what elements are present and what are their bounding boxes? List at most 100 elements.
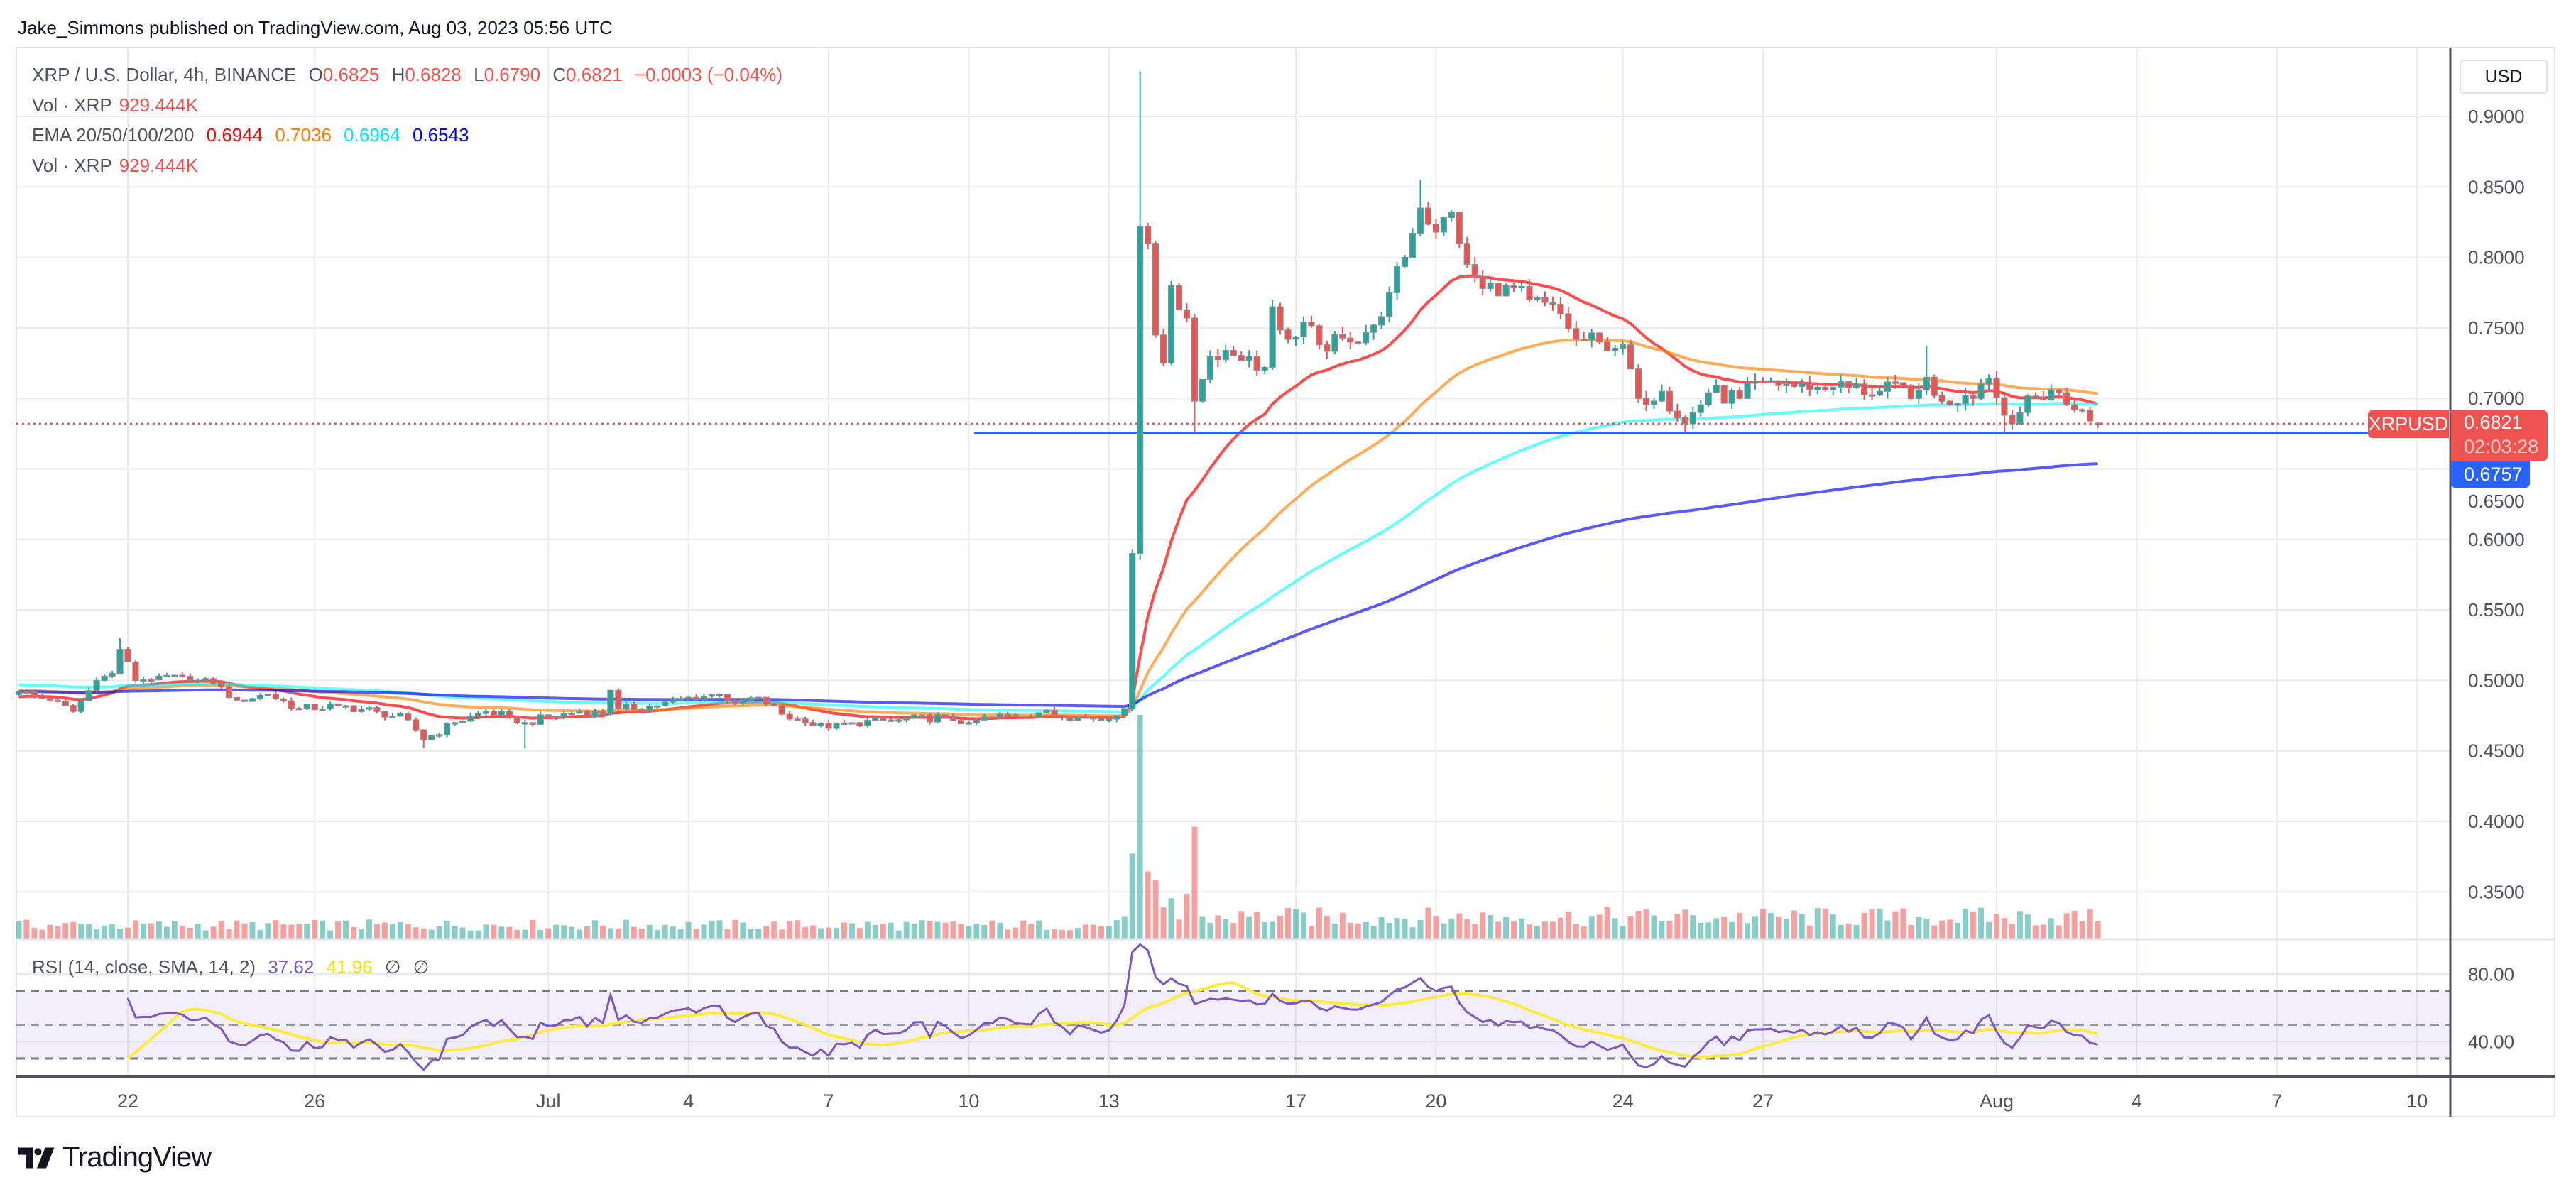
candle	[2079, 408, 2086, 413]
candle-body	[1284, 329, 1292, 340]
candle	[241, 699, 249, 702]
candle-body	[1838, 381, 1845, 388]
volume-bar	[94, 929, 100, 939]
volume-bar	[755, 929, 762, 939]
legend-ema-label[interactable]: EMA 20/50/100/200	[32, 124, 195, 146]
candle	[918, 714, 926, 717]
candle	[1853, 377, 1860, 389]
candle-body	[700, 696, 708, 701]
volume-bar	[1417, 919, 1424, 939]
volume-bar	[428, 929, 435, 939]
volume-bar	[1402, 919, 1408, 939]
candle-body	[731, 700, 739, 704]
volume-bar	[498, 926, 505, 939]
volume-bar	[787, 921, 793, 939]
candle	[498, 709, 506, 718]
candle-body	[132, 661, 139, 681]
candle	[537, 711, 544, 725]
volume-bar	[934, 921, 941, 939]
volume-bar	[39, 929, 45, 939]
volume-bar	[1745, 923, 1751, 939]
volume-bar	[86, 924, 92, 939]
candle-body	[116, 649, 124, 674]
volume-bar	[102, 925, 108, 939]
candle	[195, 678, 202, 684]
candle	[888, 717, 895, 723]
volume-bar	[872, 924, 878, 939]
price-axis[interactable]: 0.9000 0.8500 0.8000 0.7500 0.7000 0.6500 0.60…	[2468, 106, 2525, 1052]
volume-bar	[1495, 921, 1502, 939]
candle-body	[1752, 381, 1759, 384]
candle-body	[1370, 324, 1377, 333]
volume-bar	[1581, 926, 1587, 939]
candle	[1876, 386, 1884, 396]
candle-body	[2016, 412, 2024, 425]
candle-body	[1456, 212, 1463, 244]
candle	[1145, 222, 1152, 250]
volume-bar	[864, 921, 871, 939]
volume-bar	[1456, 913, 1463, 939]
candle	[1277, 302, 1284, 335]
candle	[1845, 381, 1852, 393]
candle-body	[311, 704, 318, 711]
candle-body	[1899, 382, 1906, 387]
candle-body	[140, 679, 147, 682]
candle-body	[459, 721, 466, 723]
legend-volume-label[interactable]: Vol · XRP	[32, 94, 112, 116]
candle	[1191, 314, 1199, 432]
candle-body	[802, 718, 809, 723]
candle	[38, 694, 45, 699]
candle	[101, 674, 108, 682]
legend-low: 0.6790	[484, 64, 541, 85]
candle-body	[872, 717, 879, 721]
candle-body	[918, 714, 926, 717]
volume-bars	[16, 715, 2101, 939]
volume-bar	[1480, 912, 1486, 939]
legend-rsi-label[interactable]: RSI (14, close, SMA, 14, 2)	[32, 956, 256, 978]
legend-symbol[interactable]: XRP / U.S. Dollar, 4h, BINANCE	[32, 64, 297, 85]
time-tick-label: 26	[304, 1090, 325, 1112]
tradingview-logo-text: TradingView	[62, 1142, 212, 1173]
candle-body	[1620, 344, 1627, 349]
candle	[1923, 346, 1930, 395]
legend-volume2-label[interactable]: Vol · XRP	[32, 155, 112, 176]
volume-bar	[1503, 917, 1510, 939]
candles[interactable]	[15, 71, 2102, 748]
volume-bar	[1659, 921, 1665, 939]
currency-button[interactable]: USD	[2460, 60, 2548, 94]
symbol-tag: XRPUSD	[2368, 410, 2449, 438]
candle-body	[1689, 412, 1696, 425]
candle	[1456, 212, 1463, 248]
legend-volume2: 929.444K	[119, 155, 199, 176]
tradingview-logo[interactable]: TradingView	[18, 1142, 212, 1174]
volume-bar	[1316, 907, 1322, 939]
volume-bar	[1822, 908, 1828, 939]
candle	[833, 722, 840, 730]
volume-bar	[1674, 914, 1681, 939]
candle-body	[444, 723, 451, 735]
volume-bar	[1916, 917, 1922, 939]
candle	[513, 716, 520, 724]
candle	[949, 713, 957, 721]
volume-bar	[833, 928, 839, 939]
candle-body	[1658, 390, 1666, 402]
volume-bar	[1698, 922, 1704, 939]
candle	[1581, 332, 1588, 341]
volume-bar	[413, 927, 419, 939]
candle-body	[1448, 212, 1455, 218]
candle	[1931, 374, 1938, 398]
volume-bar	[1106, 926, 1112, 939]
time-axis[interactable]: 22 26 Jul 4 7 10 13 17 20 24 27 Aug 4 7 10	[117, 1090, 2428, 1112]
volume-bar	[1129, 853, 1135, 939]
candle-body	[420, 729, 427, 740]
volume-bar	[1729, 921, 1735, 939]
time-tick-label: 27	[1752, 1090, 1774, 1112]
volume-bar	[1223, 919, 1229, 939]
volume-bar	[187, 927, 193, 939]
candle	[1167, 280, 1175, 366]
volume-bar	[265, 923, 271, 939]
candle	[607, 689, 614, 716]
candle-body	[1059, 714, 1066, 718]
candle	[1378, 312, 1385, 329]
